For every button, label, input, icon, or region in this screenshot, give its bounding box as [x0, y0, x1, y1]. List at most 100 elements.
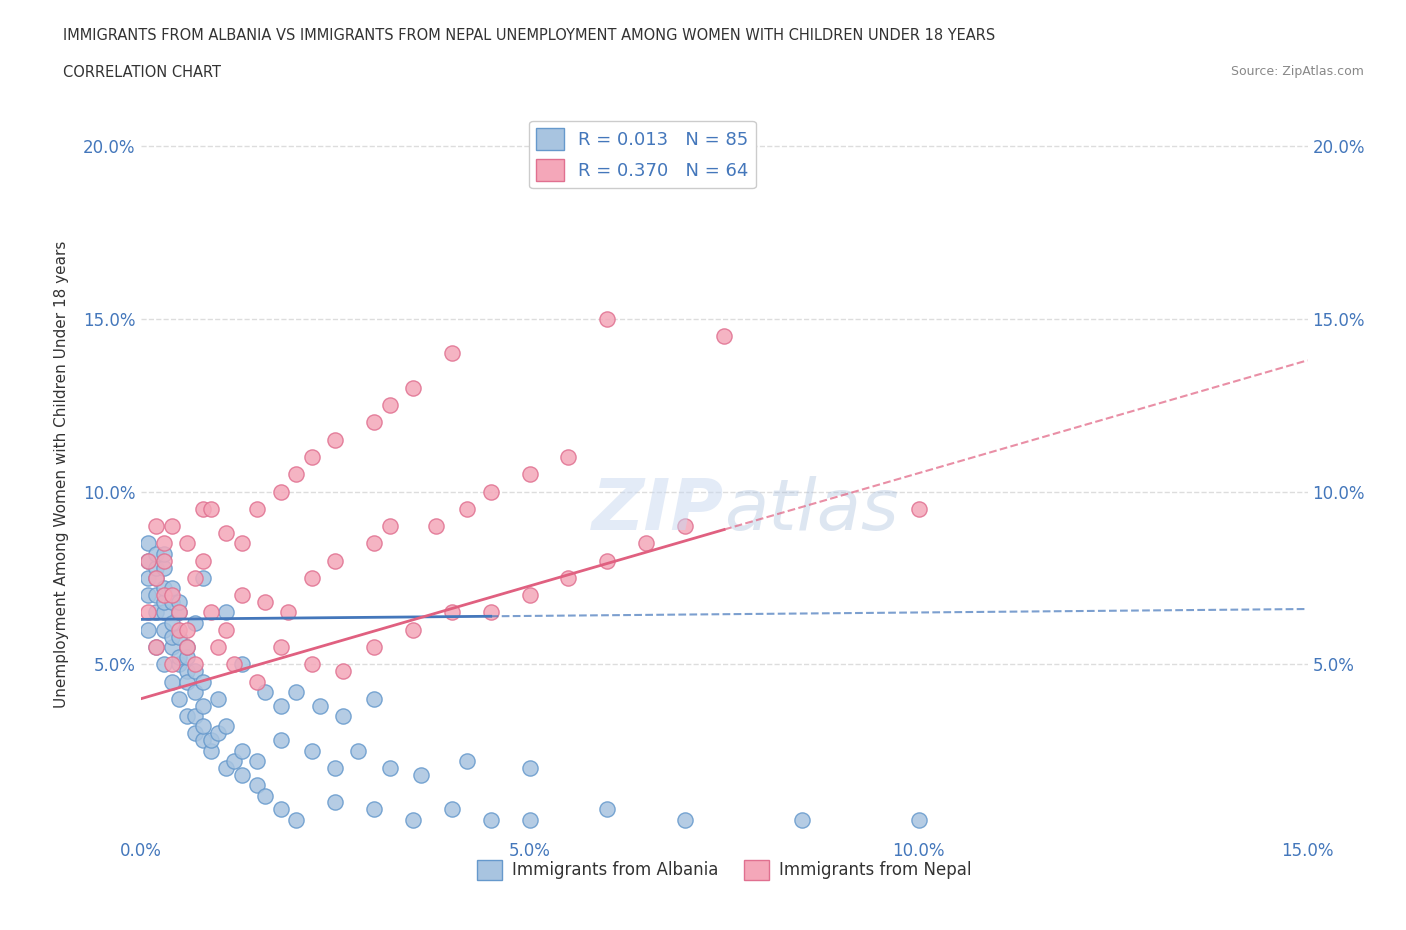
- Point: [145, 570, 167, 585]
- Point: [246, 674, 269, 689]
- Point: [169, 605, 191, 620]
- Text: Source: ZipAtlas.com: Source: ZipAtlas.com: [1230, 65, 1364, 78]
- Point: [184, 726, 207, 741]
- Point: [378, 519, 401, 534]
- Point: [215, 622, 238, 637]
- Point: [440, 605, 463, 620]
- Point: [145, 560, 167, 575]
- Point: [207, 691, 229, 706]
- Point: [215, 761, 238, 776]
- Point: [145, 570, 167, 585]
- Point: [557, 449, 579, 464]
- Point: [323, 795, 346, 810]
- Point: [191, 501, 214, 516]
- Point: [425, 519, 447, 534]
- Point: [270, 485, 292, 499]
- Point: [138, 588, 160, 603]
- Point: [153, 594, 176, 609]
- Point: [184, 664, 207, 679]
- Point: [222, 657, 245, 671]
- Point: [231, 588, 253, 603]
- Point: [138, 553, 160, 568]
- Point: [145, 588, 167, 603]
- Point: [323, 553, 346, 568]
- Point: [231, 767, 253, 782]
- Point: [169, 650, 191, 665]
- Point: [347, 743, 370, 758]
- Point: [713, 328, 735, 343]
- Point: [176, 664, 198, 679]
- Point: [160, 519, 183, 534]
- Point: [479, 605, 502, 620]
- Point: [270, 640, 292, 655]
- Point: [254, 788, 277, 803]
- Point: [138, 605, 160, 620]
- Point: [254, 684, 277, 699]
- Point: [596, 312, 619, 326]
- Point: [169, 622, 191, 637]
- Point: [153, 605, 176, 620]
- Point: [907, 812, 929, 827]
- Point: [184, 570, 207, 585]
- Point: [402, 812, 425, 827]
- Point: [596, 553, 619, 568]
- Point: [332, 709, 354, 724]
- Point: [200, 743, 222, 758]
- Point: [145, 519, 167, 534]
- Point: [176, 640, 198, 655]
- Point: [222, 753, 245, 768]
- Point: [557, 570, 579, 585]
- Point: [363, 802, 385, 817]
- Point: [160, 588, 183, 603]
- Point: [153, 553, 176, 568]
- Point: [479, 485, 502, 499]
- Text: CORRELATION CHART: CORRELATION CHART: [63, 65, 221, 80]
- Point: [153, 560, 176, 575]
- Point: [246, 753, 269, 768]
- Point: [363, 415, 385, 430]
- Point: [191, 570, 214, 585]
- Point: [231, 743, 253, 758]
- Point: [191, 719, 214, 734]
- Point: [673, 812, 696, 827]
- Y-axis label: Unemployment Among Women with Children Under 18 years: Unemployment Among Women with Children U…: [55, 241, 69, 708]
- Point: [215, 525, 238, 540]
- Point: [160, 616, 183, 631]
- Point: [456, 753, 478, 768]
- Point: [145, 640, 167, 655]
- Point: [138, 570, 160, 585]
- Point: [160, 640, 183, 655]
- Point: [673, 519, 696, 534]
- Point: [596, 802, 619, 817]
- Text: IMMIGRANTS FROM ALBANIA VS IMMIGRANTS FROM NEPAL UNEMPLOYMENT AMONG WOMEN WITH C: IMMIGRANTS FROM ALBANIA VS IMMIGRANTS FR…: [63, 28, 995, 43]
- Point: [332, 664, 354, 679]
- Point: [254, 594, 277, 609]
- Point: [145, 640, 167, 655]
- Point: [200, 501, 222, 516]
- Point: [363, 536, 385, 551]
- Point: [191, 553, 214, 568]
- Point: [184, 709, 207, 724]
- Point: [363, 691, 385, 706]
- Point: [378, 398, 401, 413]
- Point: [231, 536, 253, 551]
- Point: [636, 536, 658, 551]
- Point: [176, 622, 198, 637]
- Point: [301, 570, 323, 585]
- Point: [176, 536, 198, 551]
- Point: [363, 640, 385, 655]
- Point: [456, 501, 478, 516]
- Point: [176, 650, 198, 665]
- Point: [440, 346, 463, 361]
- Point: [301, 743, 323, 758]
- Point: [191, 674, 214, 689]
- Point: [207, 640, 229, 655]
- Point: [519, 588, 541, 603]
- Point: [519, 467, 541, 482]
- Point: [285, 684, 308, 699]
- Point: [191, 698, 214, 713]
- Point: [200, 733, 222, 748]
- Point: [285, 812, 308, 827]
- Point: [215, 605, 238, 620]
- Point: [138, 553, 160, 568]
